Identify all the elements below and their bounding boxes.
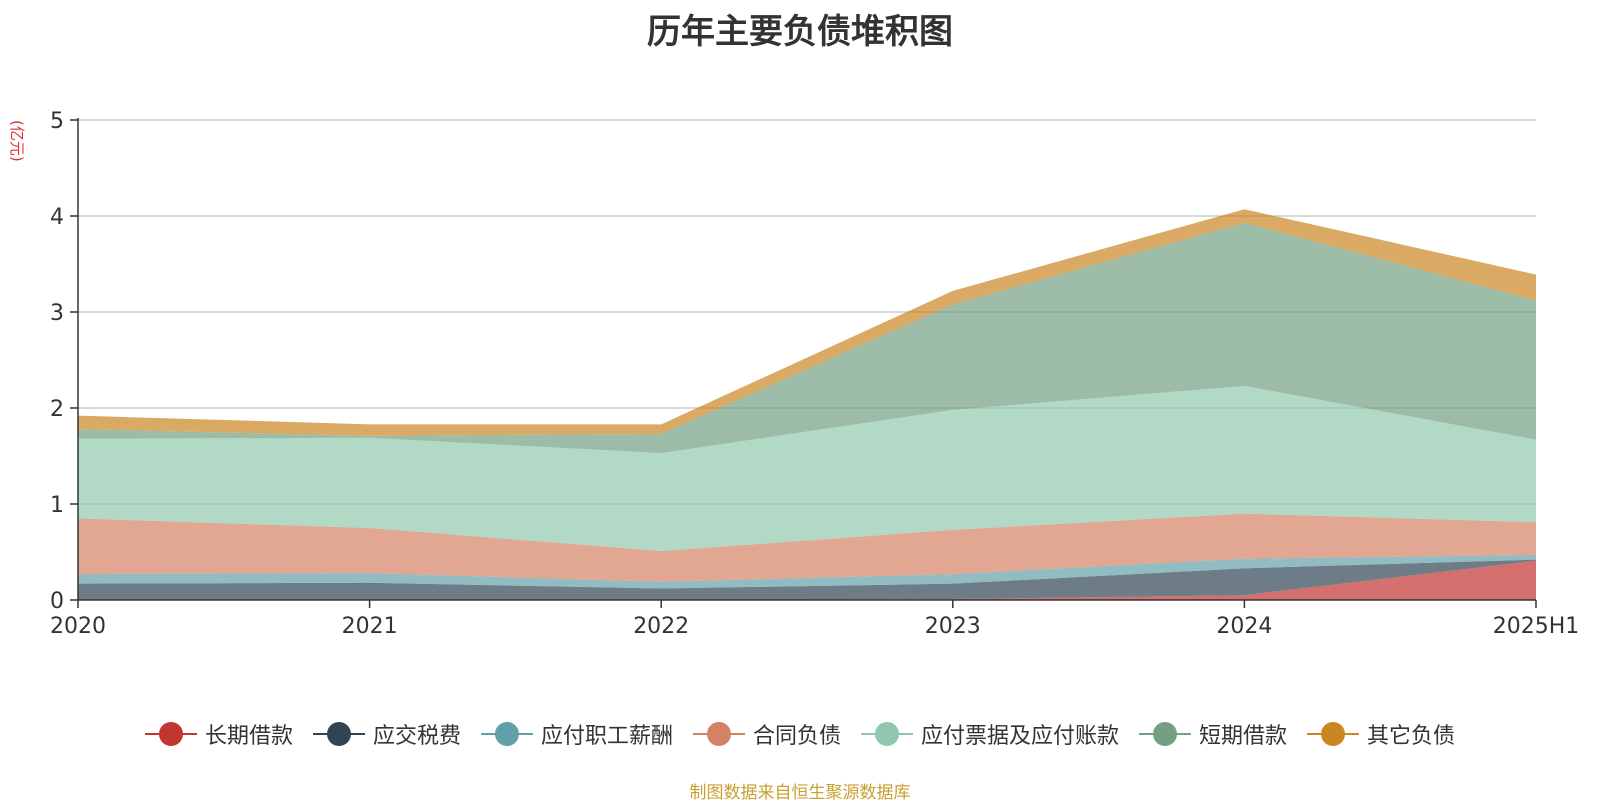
legend-marker-dot (1153, 722, 1178, 746)
legend-marker-icon (1139, 722, 1192, 746)
x-tick-label: 2021 (342, 614, 398, 639)
legend-label: 应付票据及应付账款 (921, 724, 1120, 749)
y-tick-label: 4 (50, 205, 64, 230)
legend-marker-dot (158, 722, 183, 746)
legend-marker-icon (1307, 722, 1360, 746)
legend-item[interactable]: 长期借款 (144, 718, 293, 750)
legend-marker-icon (312, 722, 365, 746)
legend-marker-dot (326, 722, 351, 746)
x-tick-label: 2022 (633, 614, 689, 639)
legend-marker-dot (1321, 722, 1346, 746)
legend-item[interactable]: 应付职工薪酬 (480, 718, 673, 750)
legend-marker-icon (692, 722, 745, 746)
x-tick-label: 2020 (50, 614, 106, 639)
area-series-4 (78, 385, 1536, 552)
axes: 0 1 2 3 4 5 2020 2021 2022 2023 2024 2025H1 (50, 109, 1579, 639)
area-series-3 (78, 513, 1536, 582)
legend-item[interactable]: 其它负债 (1307, 718, 1455, 750)
legend-marker-dot (494, 722, 519, 746)
legend-label: 应付职工薪酬 (540, 724, 673, 749)
legend-marker-dot (706, 722, 731, 746)
legend-item[interactable]: 应交税费 (312, 718, 461, 750)
legend-label: 合同负债 (752, 724, 841, 749)
legend-label: 长期借款 (204, 724, 293, 749)
y-tick-label: 2 (50, 397, 64, 422)
x-tick-label: 2023 (925, 614, 981, 639)
legend-marker-icon (480, 722, 533, 746)
legend-marker-icon (144, 722, 197, 746)
area-series (78, 209, 1536, 600)
area-series-2 (78, 554, 1536, 589)
y-tick-label: 5 (50, 109, 64, 134)
y-tick-label: 0 (50, 589, 64, 614)
legend-label: 其它负债 (1367, 724, 1456, 749)
legend-item[interactable]: 短期借款 (1139, 718, 1287, 750)
area-series-0 (78, 560, 1536, 600)
legend-marker-icon (861, 722, 913, 746)
legend-item[interactable]: 应付票据及应付账款 (861, 718, 1119, 750)
chart-title: 历年主要负债堆积图 (647, 12, 953, 52)
area-series-5 (78, 222, 1536, 454)
y-tick-label: 1 (50, 493, 64, 518)
area-series-1 (78, 559, 1536, 600)
x-tick-label: 2024 (1216, 614, 1272, 639)
source-note: 制图数据来自恒生聚源数据库 (689, 783, 911, 803)
legend-item[interactable]: 合同负债 (692, 718, 841, 750)
x-tick-label: 2025H1 (1493, 614, 1580, 639)
legend-marker-dot (875, 722, 899, 746)
legend-label: 短期借款 (1199, 724, 1288, 749)
legend: 长期借款 应交税费 应付职工薪酬 合同负债 应付票据及应付账款 短期借款 其它负债 (0, 718, 1600, 752)
legend-label: 应交税费 (372, 724, 461, 749)
y-tick-label: 3 (50, 301, 64, 326)
